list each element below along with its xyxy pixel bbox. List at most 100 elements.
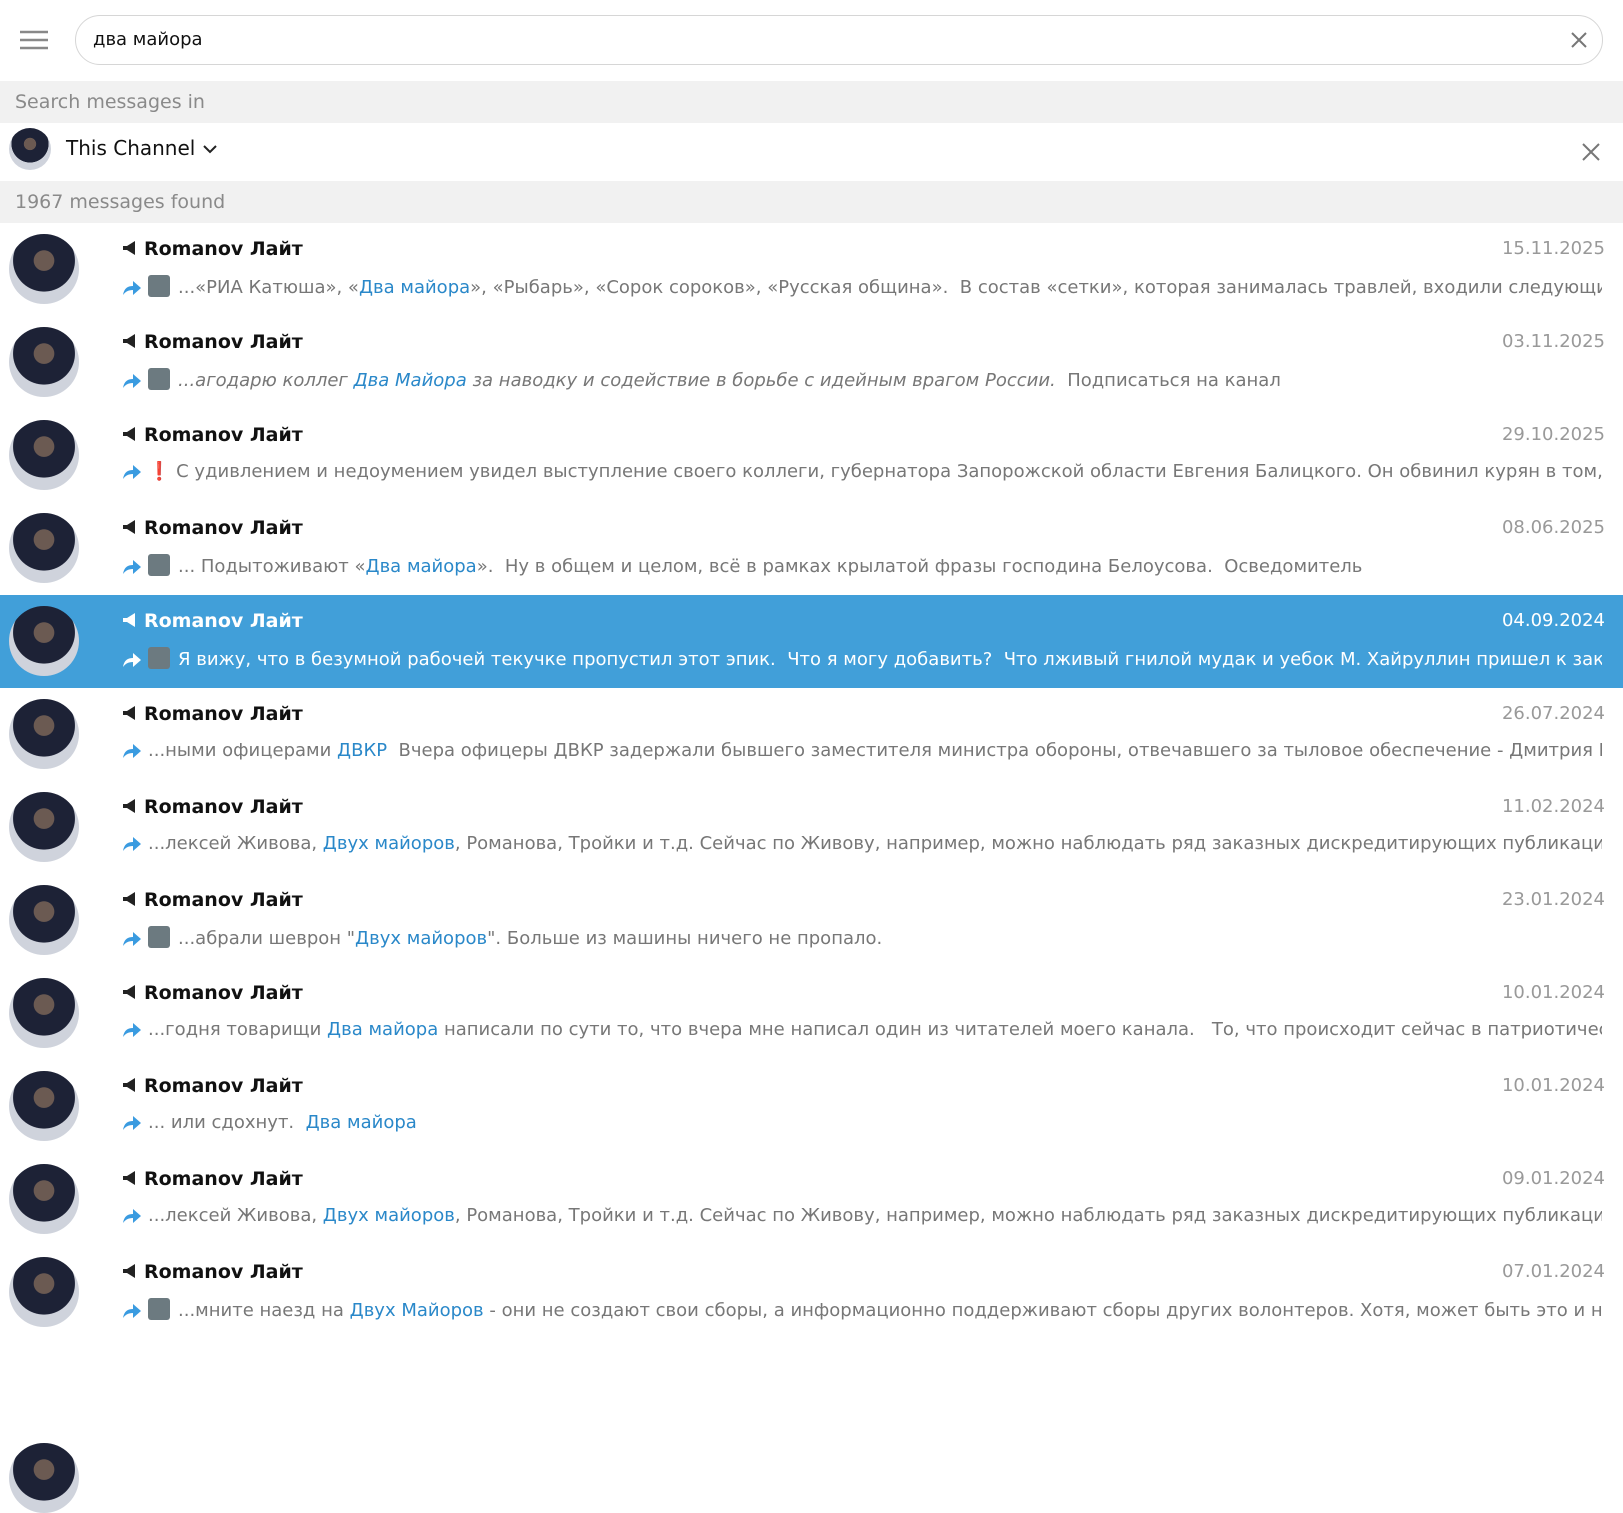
match-link[interactable]: Двух майоров <box>322 1205 455 1226</box>
channel-icon <box>123 985 135 999</box>
avatar <box>9 420 79 490</box>
sender: Romanov Лайт <box>122 889 303 911</box>
preview-text: Подписаться на канал <box>1055 370 1281 391</box>
match-link[interactable]: Два майора <box>327 1019 439 1040</box>
avatar <box>9 327 79 397</box>
avatar <box>9 1257 79 1327</box>
match-link[interactable]: Два Майора <box>353 370 467 391</box>
search-result[interactable]: Romanov Лайт 03.11.2025 ...агодарю коллег … <box>0 316 1623 409</box>
search-result[interactable]: Romanov Лайт 10.01.2024 ... или сдохнут. Д… <box>0 1060 1623 1153</box>
forward-icon <box>123 1023 141 1037</box>
forward-icon <box>123 1116 141 1130</box>
sender-name: Romanov Лайт <box>144 1075 303 1097</box>
channel-icon <box>123 1264 135 1278</box>
menu-button[interactable] <box>19 29 49 51</box>
avatar <box>9 606 79 676</box>
match-link[interactable]: Два майора <box>305 1112 417 1133</box>
avatar <box>9 1071 79 1141</box>
sender-name: Romanov Лайт <box>144 889 303 911</box>
sender-name: Romanov Лайт <box>144 982 303 1004</box>
search-result[interactable]: Romanov Лайт 10.01.2024 ...годня товарищи … <box>0 967 1623 1060</box>
match-link[interactable]: Двух майоров <box>322 833 455 854</box>
channel-icon <box>123 520 135 534</box>
forward-icon <box>123 653 141 667</box>
preview-text: , Романова, Тройки и т.д. Сейчас по Живо… <box>454 1205 1602 1226</box>
clear-search[interactable] <box>1570 31 1588 49</box>
preview: ❗ С удивлением и недоумением увидел выст… <box>122 461 1602 482</box>
match-link[interactable]: Два майора <box>365 556 477 577</box>
thumbnail <box>148 647 170 669</box>
sender-name: Romanov Лайт <box>144 1168 303 1190</box>
avatar <box>9 234 79 304</box>
preview: ...ными офицерами ДВКР Вчера офицеры ДВК… <box>122 740 1602 761</box>
preview-text: ...мните наезд на <box>178 1300 350 1321</box>
sender: Romanov Лайт <box>122 982 303 1004</box>
date: 26.07.2024 <box>1501 703 1605 724</box>
channel-icon <box>123 1078 135 1092</box>
thumbnail <box>148 554 170 576</box>
match-link[interactable]: Два майора <box>358 277 471 298</box>
sender: Romanov Лайт <box>122 424 303 446</box>
sender-name: Romanov Лайт <box>144 424 303 446</box>
preview-text: ". Больше из машины ничего не пропало. <box>487 928 883 949</box>
sender: Romanov Лайт <box>122 1261 303 1283</box>
channel-avatar <box>9 128 51 170</box>
preview-text: ». Ну в общем и целом, всё в рамках крыл… <box>476 556 1363 577</box>
preview: ...годня товарищи Два майора написали по… <box>122 1019 1602 1040</box>
preview-text: ...годня товарищи <box>148 1019 328 1040</box>
avatar <box>9 792 79 862</box>
scope-selector[interactable]: This Channel <box>66 136 218 160</box>
preview-text: ...лексей Живова, <box>148 833 323 854</box>
match-link[interactable]: Двух майоров <box>355 928 488 949</box>
preview-text: за наводку и содействие в борьбе с идейн… <box>466 370 1056 391</box>
forward-icon <box>123 560 141 574</box>
scope-name[interactable]: This Channel <box>66 136 196 160</box>
search-scope-label: Search messages in <box>0 81 1623 123</box>
preview-text: - они не создают свои сборы, а информаци… <box>483 1300 1602 1321</box>
preview-text: Вчера офицеры ДВКР задержали бывшего зам… <box>387 740 1602 761</box>
search-result[interactable]: Romanov Лайт 23.01.2024 ...абрали шеврон "… <box>0 874 1623 967</box>
search-result[interactable]: Romanov Лайт 15.11.2025 ...«РИА Катюша», «… <box>0 223 1623 316</box>
chevron <box>202 145 217 154</box>
preview-text: ...«РИА Катюша», « <box>178 277 359 298</box>
match-link[interactable]: ДВКР <box>337 740 388 761</box>
sender-name: Romanov Лайт <box>144 238 303 260</box>
close-scope[interactable] <box>1581 142 1601 162</box>
sender-name: Romanov Лайт <box>144 1261 303 1283</box>
avatar <box>9 978 79 1048</box>
search-result[interactable]: Romanov Лайт 29.10.2025 ❗ С удивлением и н… <box>0 409 1623 502</box>
sender: Romanov Лайт <box>122 796 303 818</box>
search-result[interactable]: Romanov Лайт 04.09.2024 Я вижу, что в безу… <box>0 595 1623 688</box>
preview-text: написали по сути то, что вчера мне напис… <box>438 1019 1602 1040</box>
preview: ...лексей Живова, Двух майоров, Романова… <box>122 1205 1602 1226</box>
search-result[interactable]: Romanov Лайт 08.06.2025 ... Подытоживают «… <box>0 502 1623 595</box>
date: 04.09.2024 <box>1501 610 1605 631</box>
search-query[interactable]: два майора <box>93 29 203 50</box>
preview: ...лексей Живова, Двух майоров, Романова… <box>122 833 1602 854</box>
search-result[interactable]: Romanov Лайт 26.07.2024 ...ными офицерами … <box>0 688 1623 781</box>
sender-name: Romanov Лайт <box>144 796 303 818</box>
sender: Romanov Лайт <box>122 703 303 725</box>
forward-icon <box>123 465 141 479</box>
search-result[interactable]: Romanov Лайт 09.01.2024 ...лексей Живова, … <box>0 1153 1623 1246</box>
preview-text: ... Подытоживают « <box>178 556 366 577</box>
date: 23.01.2024 <box>1501 889 1605 910</box>
preview-text: Я вижу, что в безумной рабочей текучке п… <box>178 649 1602 670</box>
search-result[interactable]: Romanov Лайт 07.01.2024 ...мните наезд на … <box>0 1246 1623 1339</box>
results-count: 1967 messages found <box>0 181 1623 223</box>
sender-name: Romanov Лайт <box>144 517 303 539</box>
search-box[interactable]: два майора <box>75 15 1603 65</box>
channel-icon <box>123 706 135 720</box>
preview: ...«РИА Катюша», «Два майора», «Рыбарь»,… <box>122 275 1602 298</box>
sender-name: Romanov Лайт <box>144 703 303 725</box>
page: {"search":{"query":"два майора","scope_l… <box>0 15 1623 1513</box>
forward-icon <box>123 1304 141 1318</box>
channel-icon <box>123 799 135 813</box>
sender: Romanov Лайт <box>122 610 303 632</box>
sender-name: Romanov Лайт <box>144 610 303 632</box>
match-link[interactable]: Двух Майоров <box>349 1300 484 1321</box>
avatar <box>9 699 79 769</box>
preview: ... или сдохнут. Два майора <box>122 1112 1602 1133</box>
preview-text: ...абрали шеврон " <box>178 928 356 949</box>
search-result[interactable]: Romanov Лайт 11.02.2024 ...лексей Живова, … <box>0 781 1623 874</box>
